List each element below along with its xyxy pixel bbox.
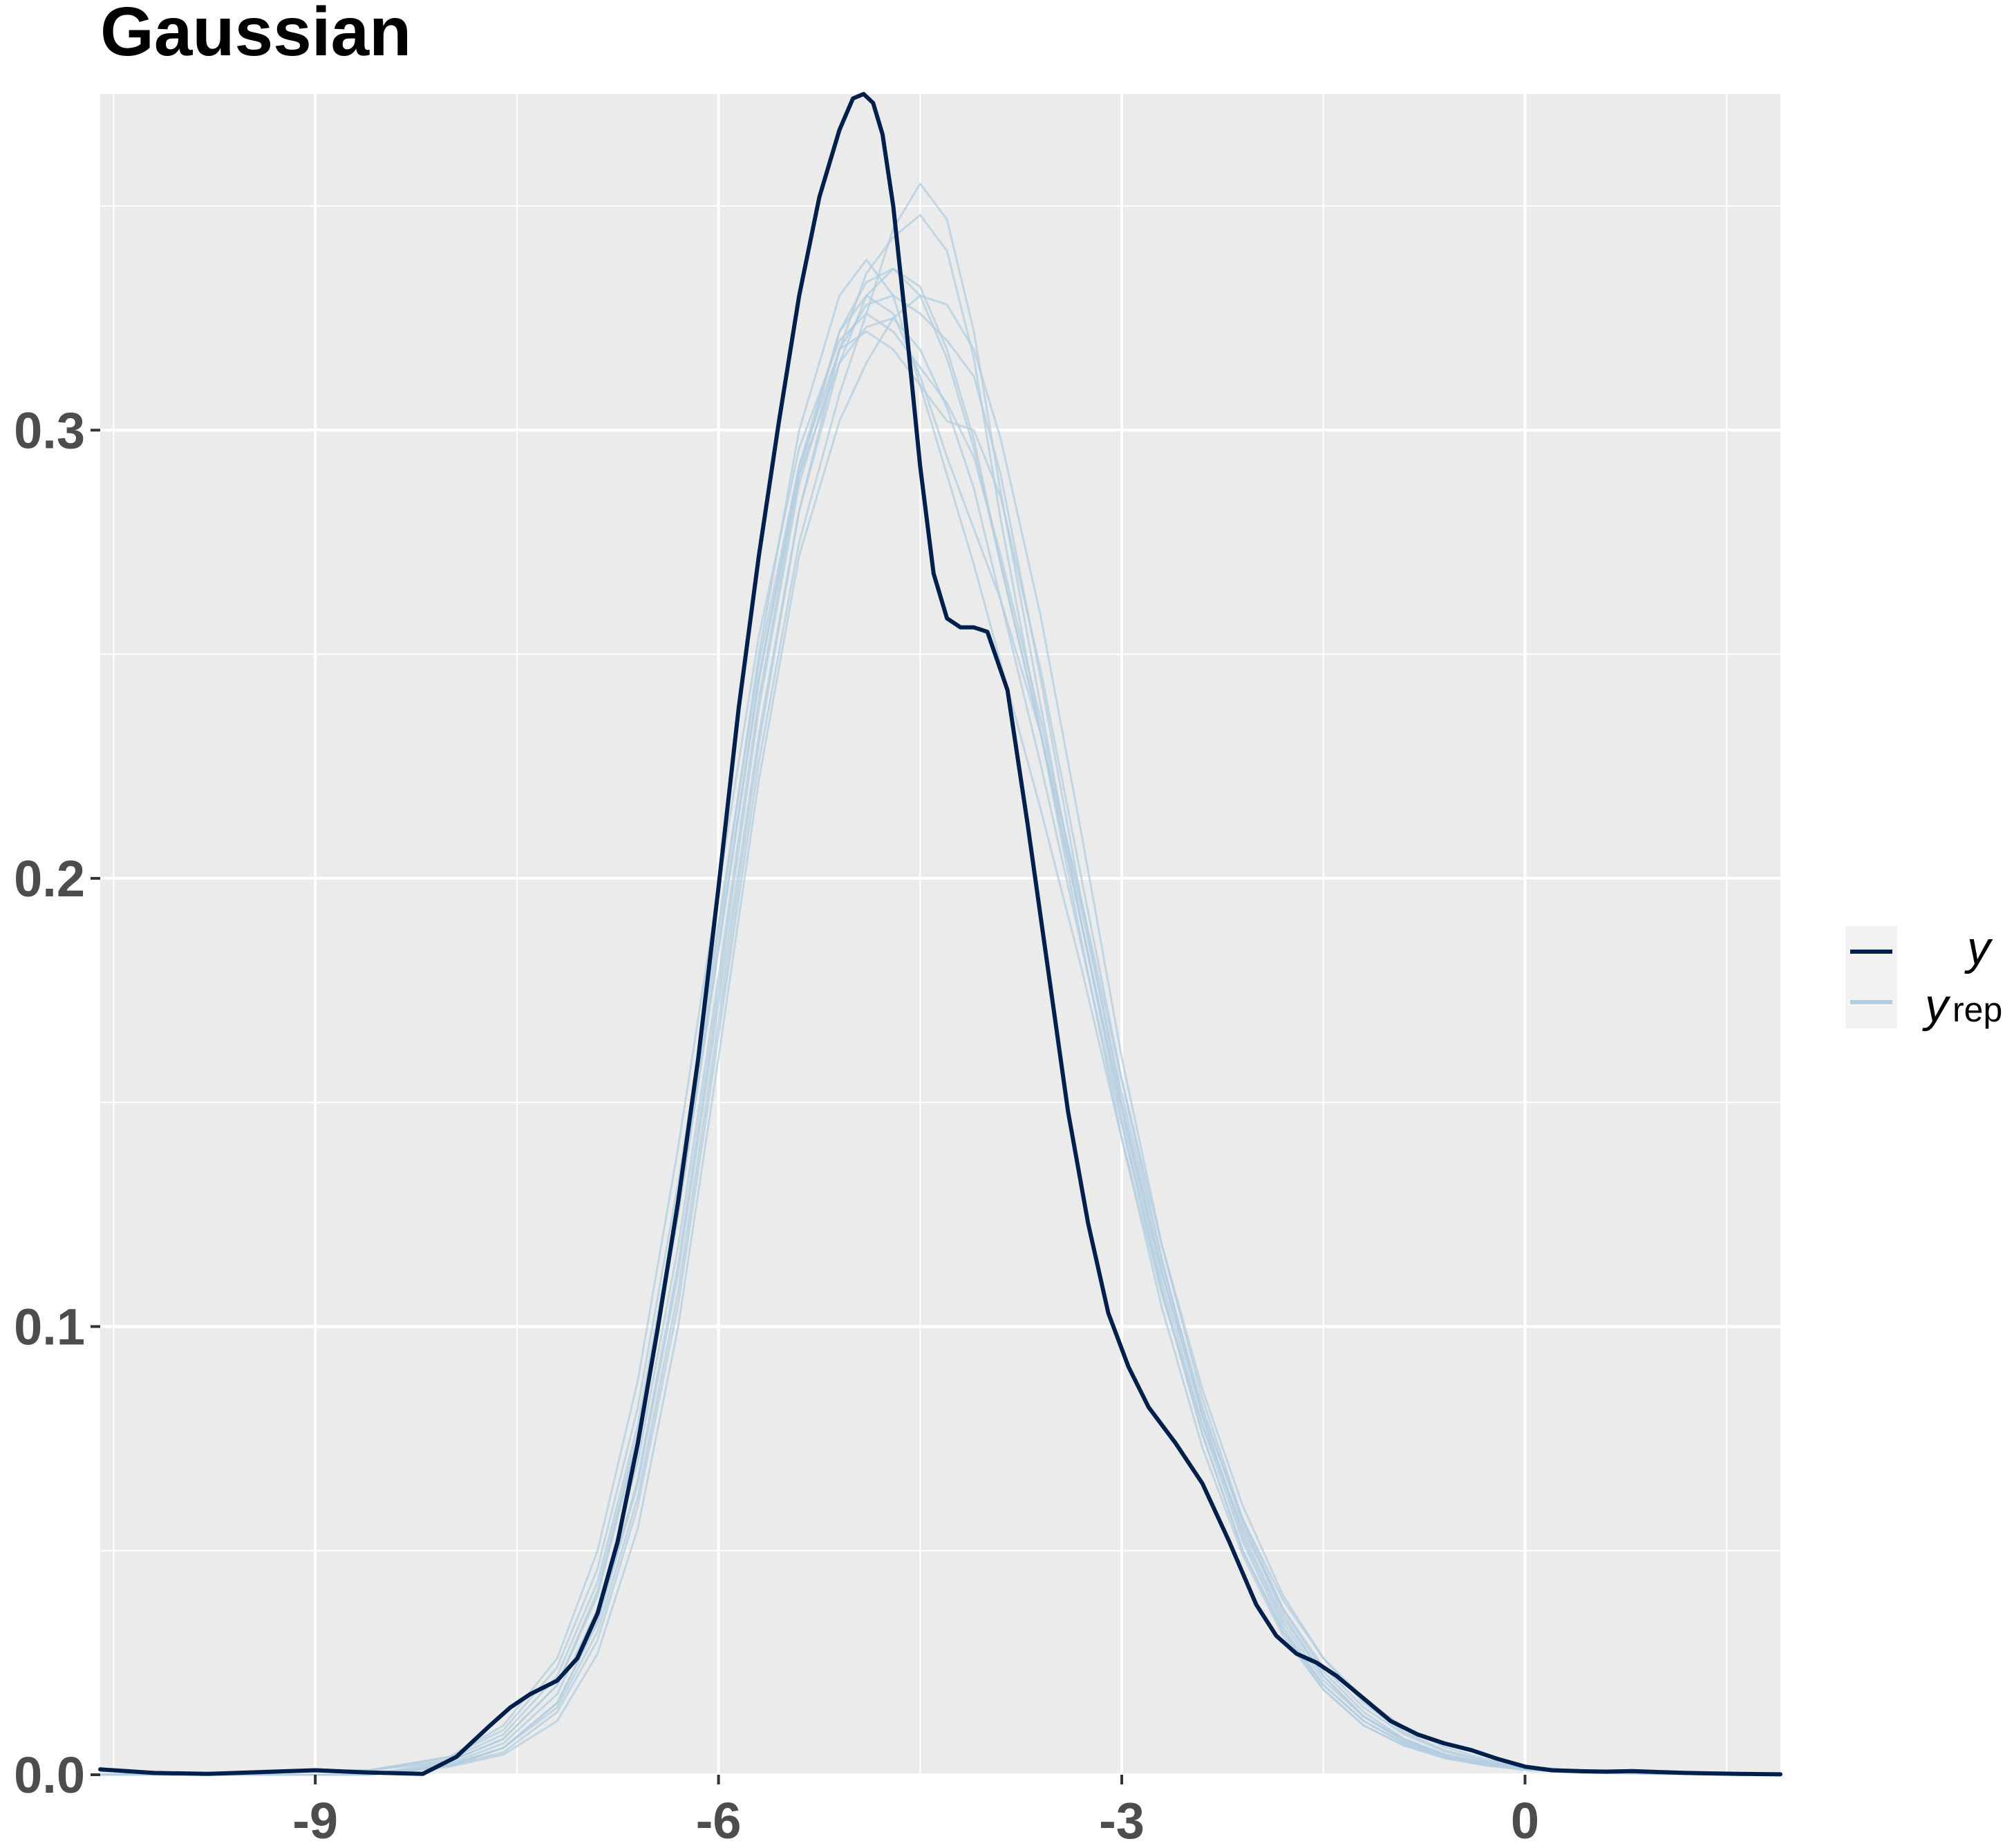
series-yrep-line bbox=[100, 258, 1781, 1776]
y-axis-tick-label: 0.0 bbox=[14, 1746, 85, 1804]
plot-panel bbox=[100, 94, 1780, 1775]
legend-label-yrep: y rep bbox=[1922, 979, 2002, 1032]
series-y-line bbox=[98, 92, 1782, 1777]
series-yrep-line bbox=[100, 312, 1781, 1776]
y-axis-tick-label: 0.2 bbox=[14, 850, 85, 907]
y-axis-tick-label: 0.3 bbox=[14, 402, 85, 459]
series-lines bbox=[98, 92, 1782, 1777]
x-axis-tick-label: -9 bbox=[292, 1792, 338, 1848]
chart-title: Gaussian bbox=[100, 0, 411, 70]
axes: -9 -6 -3 0 0.0 0.1 0.2 0.3 bbox=[14, 402, 1539, 1848]
series-yrep-line bbox=[100, 294, 1781, 1776]
series-yrep-line bbox=[100, 182, 1781, 1776]
legend-label-y-text: y bbox=[1964, 922, 1993, 974]
y-axis-tick-label: 0.1 bbox=[14, 1298, 85, 1355]
legend-label-yrep-text: y bbox=[1922, 979, 1951, 1032]
x-axis-tick-label: -3 bbox=[1099, 1792, 1145, 1848]
legend-label-y: y bbox=[1964, 922, 1993, 974]
legend: y y rep bbox=[1845, 922, 2002, 1032]
x-axis-tick-label: 0 bbox=[1511, 1792, 1539, 1848]
legend-label-yrep-subscript: rep bbox=[1952, 990, 2002, 1029]
series-yrep-line bbox=[100, 294, 1781, 1776]
x-axis-tick-label: -6 bbox=[696, 1792, 742, 1848]
